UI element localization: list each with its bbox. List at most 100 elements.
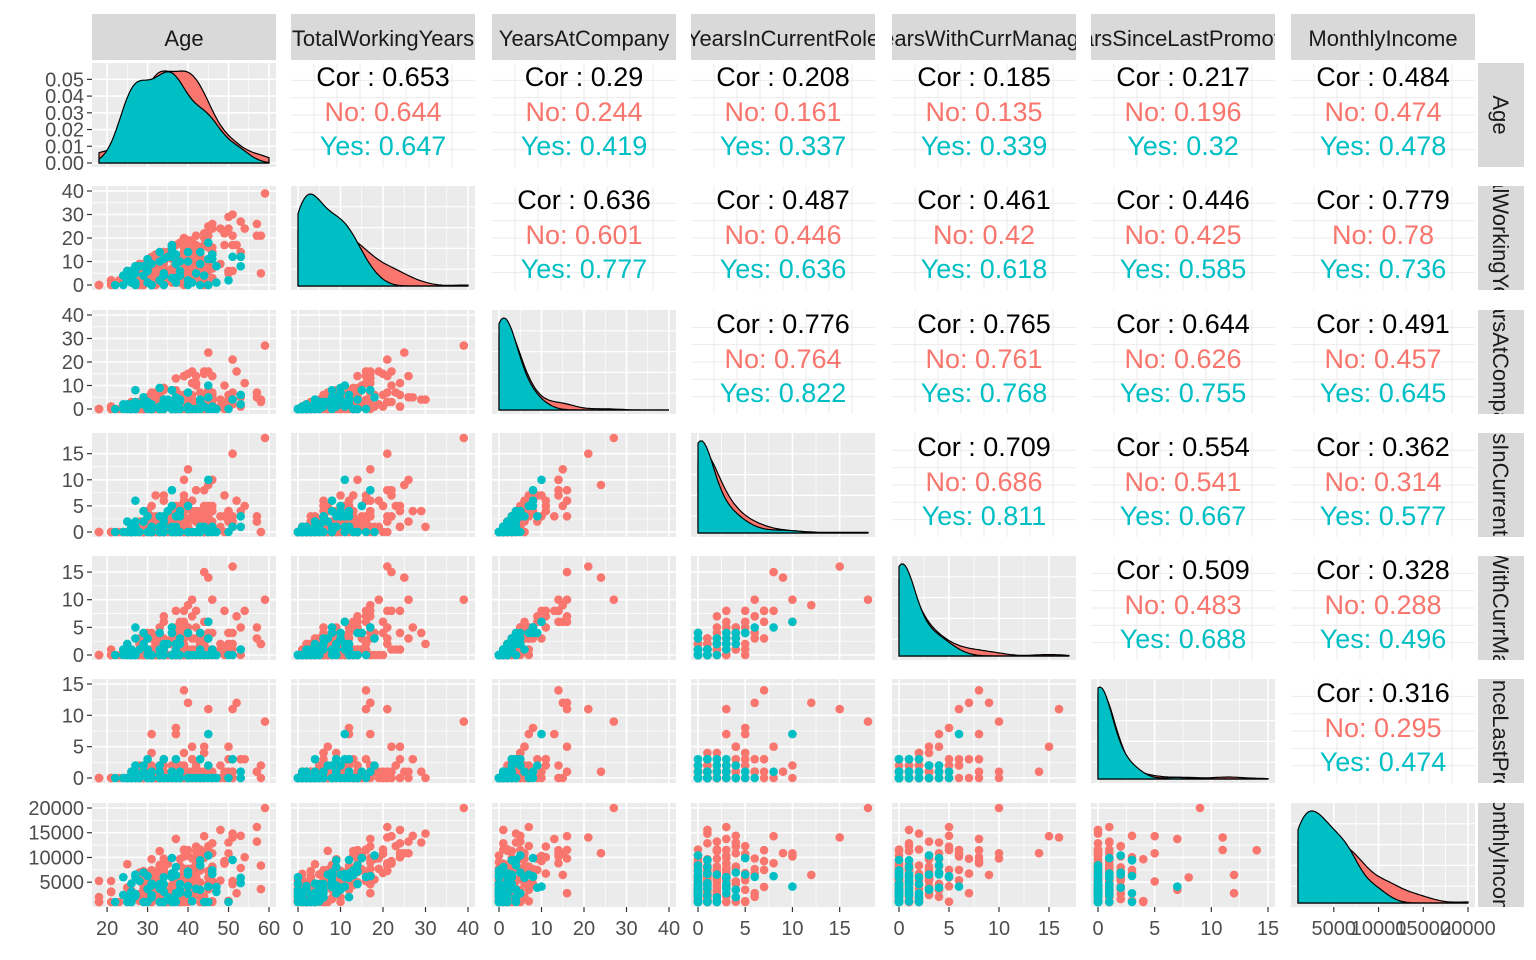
point-no	[904, 761, 914, 770]
point-no	[994, 773, 1004, 783]
point-yes	[155, 628, 164, 638]
cor-yes-label: Yes: 0.419	[521, 131, 648, 161]
cor-no-label: No: 0.601	[525, 220, 642, 250]
right-strip: Age	[1478, 63, 1524, 167]
point-no	[769, 742, 778, 751]
point-yes	[302, 897, 311, 907]
point-no	[562, 567, 572, 577]
cor-overall-label: Cor : 0.644	[1116, 309, 1250, 339]
point-no	[224, 742, 233, 751]
point-yes	[511, 773, 521, 783]
point-no	[524, 729, 534, 739]
point-yes	[370, 851, 379, 860]
point-yes	[703, 767, 712, 776]
point-no	[395, 628, 405, 638]
point-yes	[131, 623, 140, 632]
point-no	[731, 767, 741, 776]
point-no	[232, 496, 241, 506]
point-no	[395, 645, 405, 654]
point-yes	[195, 280, 205, 290]
point-no	[740, 754, 750, 764]
point-no	[187, 854, 197, 863]
point-yes	[533, 512, 542, 521]
panel	[1091, 679, 1275, 783]
point-yes	[171, 259, 181, 269]
point-yes	[712, 767, 722, 776]
point-yes	[195, 861, 205, 870]
point-no	[516, 748, 525, 758]
right-strip-label: Age	[1488, 95, 1513, 134]
point-yes	[319, 512, 328, 521]
point-no	[366, 698, 375, 708]
point-no	[395, 506, 405, 516]
point-no	[256, 639, 266, 649]
point-yes	[143, 754, 152, 764]
point-yes	[110, 280, 120, 290]
point-no	[361, 845, 371, 855]
point-no	[740, 639, 750, 649]
point-yes	[533, 761, 542, 770]
point-yes	[904, 767, 914, 776]
point-no	[319, 748, 328, 758]
point-yes	[904, 754, 914, 764]
point-no	[740, 723, 750, 733]
point-no	[232, 367, 241, 376]
point-no	[361, 686, 371, 695]
right-strip: TotalWorkingYears	[1478, 186, 1524, 290]
point-no	[537, 773, 546, 783]
cor-overall-label: Cor : 0.487	[716, 185, 850, 215]
point-yes	[315, 897, 324, 906]
point-yes	[366, 385, 375, 395]
point-yes	[315, 402, 324, 411]
cor-no-label: No: 0.626	[1124, 344, 1241, 374]
point-yes	[370, 393, 379, 402]
point-no	[236, 623, 245, 632]
point-yes	[139, 761, 148, 770]
point-yes	[924, 773, 934, 783]
point-no	[353, 371, 362, 381]
point-no	[395, 839, 405, 848]
point-yes	[110, 404, 120, 414]
point-yes	[208, 522, 217, 532]
point-yes	[123, 276, 132, 285]
strip-background	[291, 14, 475, 60]
point-yes	[722, 761, 731, 770]
cor-overall-label: Cor : 0.208	[716, 62, 850, 92]
point-no	[964, 773, 974, 783]
point-yes	[171, 870, 181, 880]
point-no	[204, 348, 213, 357]
point-yes	[208, 645, 217, 654]
point-no	[541, 501, 551, 511]
point-yes	[499, 767, 508, 776]
point-no	[421, 829, 430, 838]
point-yes	[494, 650, 504, 660]
point-no	[731, 742, 741, 751]
point-no	[199, 831, 209, 841]
cor-no-label: No: 0.446	[724, 220, 841, 250]
point-yes	[131, 496, 140, 506]
point-no	[344, 723, 354, 733]
point-yes	[195, 527, 205, 537]
point-yes	[199, 650, 209, 660]
point-no	[383, 822, 392, 832]
point-yes	[228, 252, 237, 262]
point-no	[252, 767, 262, 776]
point-yes	[494, 773, 504, 783]
point-no	[94, 876, 104, 886]
point-yes	[171, 754, 181, 764]
point-no	[944, 761, 954, 770]
point-yes	[310, 767, 320, 776]
point-yes	[944, 767, 954, 776]
point-yes	[131, 634, 140, 643]
point-yes	[740, 767, 750, 776]
point-yes	[293, 887, 303, 896]
point-yes	[139, 261, 148, 271]
point-yes	[155, 512, 164, 521]
right-strip: YearsSinceLastPromotion	[1478, 679, 1524, 783]
point-no	[179, 686, 189, 695]
